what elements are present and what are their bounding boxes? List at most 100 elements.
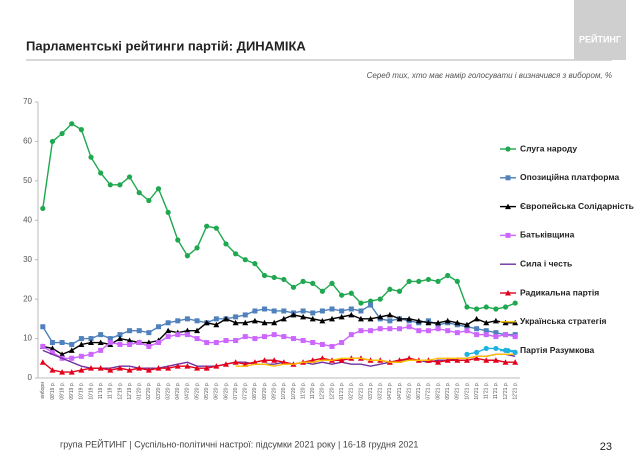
legend-label: Слуга народу [520,143,577,153]
point [319,308,325,314]
x-tick-label: 11'20 р. [300,382,306,399]
point [136,340,142,346]
point [463,321,470,328]
x-tick-label: 10'21 р. [474,382,480,400]
footer: група РЕЙТИНГ | Суспільно-політичні наст… [60,438,418,449]
x-tick-label: 06'20 р. [214,382,220,400]
x-tick-label: 07'20 р. [243,382,249,400]
point [184,253,191,259]
x-tick-label: 12'19 р. [127,382,133,400]
x-tick-label: 08'21 р. [435,382,441,400]
point [59,340,65,346]
x-tick-label: 01'21 р. [339,382,345,400]
legend-label: Партія Разумкова [520,345,595,355]
point [88,336,94,342]
y-tick-label: 50 [23,176,32,185]
point [175,237,181,243]
point [98,347,104,353]
x-tick-label: 03'21 р. [368,382,374,400]
point [339,340,345,346]
y-tick-label: 10 [23,334,32,343]
x-tick-label: 07'21 р. [426,382,432,400]
point [444,357,451,363]
point [464,351,470,357]
legend-label: Українська стратегія [520,316,607,326]
x-tick-label: 09'19 р. [59,382,65,400]
point [271,308,277,314]
point [213,321,220,328]
point [512,300,518,306]
point [290,311,297,318]
logo-box [574,0,626,60]
point [483,304,489,310]
point [107,367,114,373]
point [300,308,306,314]
point [175,332,181,338]
point [474,349,480,355]
point [127,341,133,347]
point [165,334,171,340]
point [78,336,84,342]
point [358,328,364,334]
point [425,276,432,283]
x-tick-label: 11'21 р. [484,382,490,399]
x-tick-label: 04'20 р. [175,382,181,400]
point [232,359,239,365]
point [242,312,248,318]
point [406,324,412,330]
point [145,367,152,373]
legend-label: Радикальна партія [520,287,599,297]
point [127,328,133,334]
x-tick-label: 12'20 р. [329,382,335,400]
x-tick-label: 01'20 р. [137,382,143,400]
point [512,334,518,340]
point [310,310,316,316]
point [387,318,393,324]
point [213,225,219,231]
point [512,359,519,365]
point [348,306,354,312]
x-tick-label: 09'19 р. [69,382,75,400]
point [493,330,499,336]
point [505,146,511,152]
point [387,286,393,292]
point [126,174,133,180]
point [126,337,133,344]
series-line [42,304,516,346]
y-tick-label: 40 [23,215,32,224]
point [435,319,442,326]
point [319,288,325,294]
point [348,311,355,318]
point [194,318,200,324]
point [512,319,519,326]
point [493,345,499,352]
point [233,314,239,320]
point [213,316,219,322]
x-tick-label: 12'19 р. [117,382,123,400]
point [425,328,431,334]
point [464,304,470,310]
logo: РЕЙТИНГ [579,33,621,44]
point [309,315,316,322]
point [213,363,220,369]
point [184,316,190,322]
point [473,355,480,361]
point [397,326,402,332]
point [493,306,499,312]
x-tick-label: 04'20 р. [185,382,191,400]
point [505,203,511,210]
point [319,355,326,361]
y-tick-label: 30 [23,255,32,264]
point [242,319,249,326]
point [136,328,142,334]
point [222,361,229,367]
point [348,290,354,296]
point [117,332,123,338]
x-tick-label: вибори [40,382,46,399]
point [339,308,345,314]
point [88,351,94,357]
point [367,298,374,304]
point [464,328,470,334]
point [357,315,364,322]
